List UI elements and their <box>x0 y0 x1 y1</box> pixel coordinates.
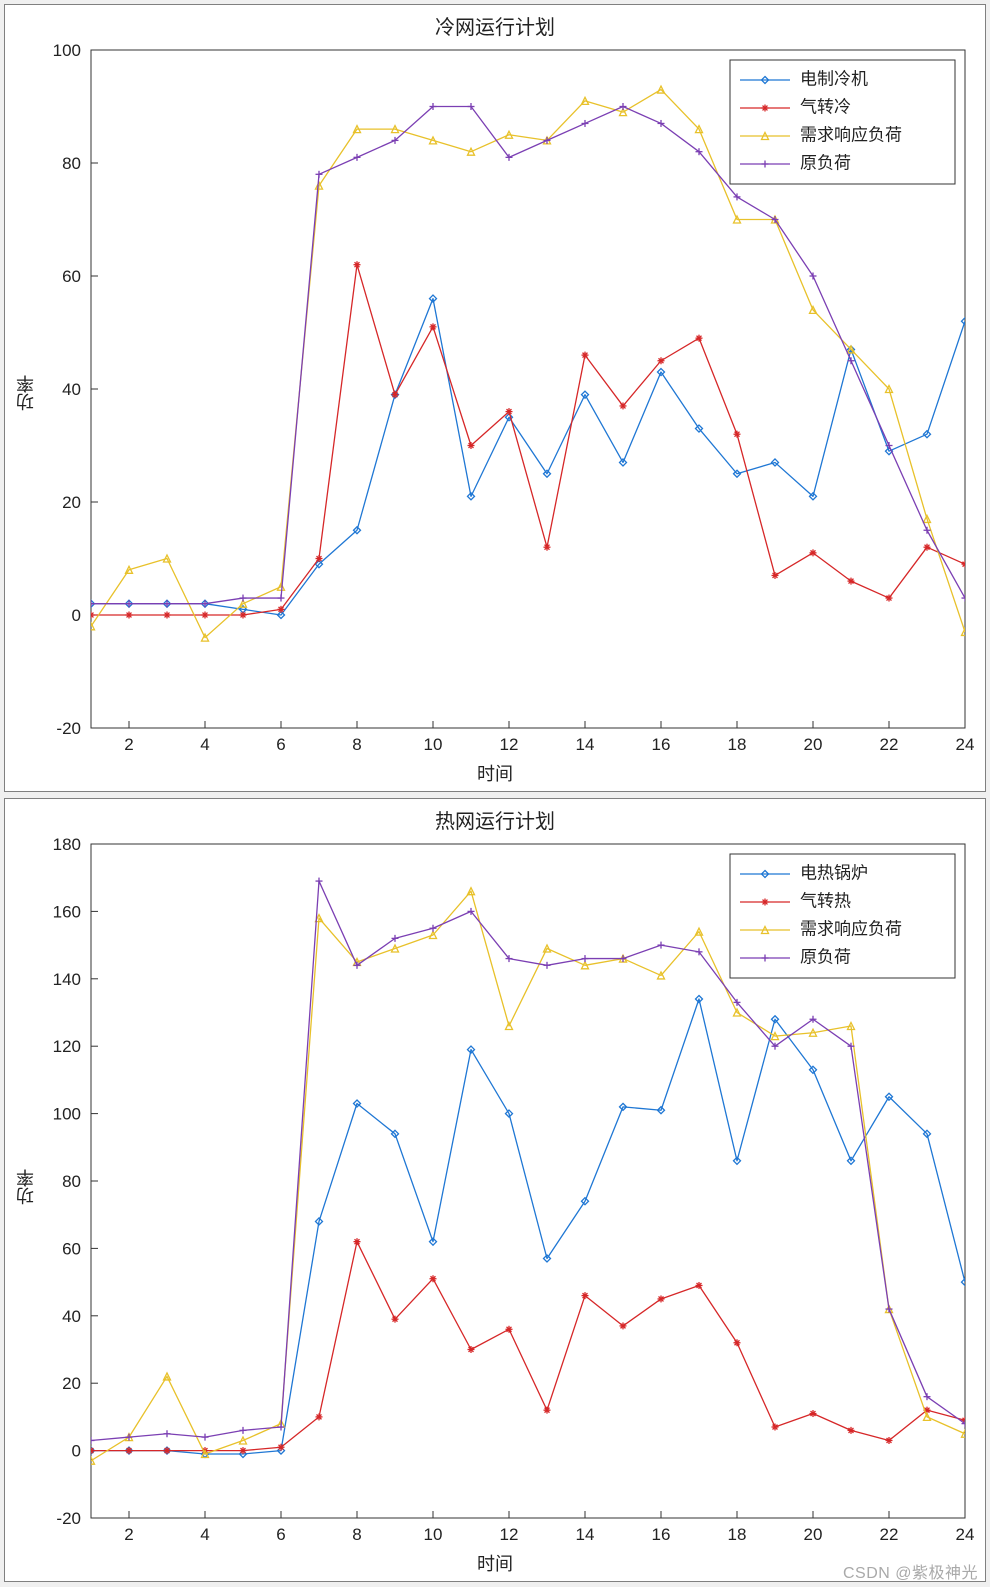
svg-text:4: 4 <box>200 1525 209 1544</box>
svg-text:10: 10 <box>424 1525 443 1544</box>
svg-text:12: 12 <box>500 735 519 754</box>
svg-text:20: 20 <box>62 1374 81 1393</box>
svg-text:14: 14 <box>576 735 595 754</box>
svg-text:24: 24 <box>956 735 975 754</box>
page-root: 冷网运行计划 功率 24681012141618202224-200204060… <box>0 0 990 1587</box>
xlabel-heat: 时间 <box>5 1550 985 1576</box>
svg-text:16: 16 <box>652 1525 671 1544</box>
legend: 电制冷机气转冷需求响应负荷原负荷 <box>730 60 955 184</box>
svg-text:24: 24 <box>956 1525 975 1544</box>
svg-text:80: 80 <box>62 154 81 173</box>
svg-text:40: 40 <box>62 380 81 399</box>
svg-text:6: 6 <box>276 1525 285 1544</box>
svg-text:16: 16 <box>652 735 671 754</box>
svg-text:160: 160 <box>53 902 81 921</box>
svg-text:18: 18 <box>728 1525 747 1544</box>
svg-text:-20: -20 <box>56 719 81 738</box>
svg-text:18: 18 <box>728 735 747 754</box>
svg-text:180: 180 <box>53 835 81 854</box>
svg-text:80: 80 <box>62 1172 81 1191</box>
panel-cold: 冷网运行计划 功率 24681012141618202224-200204060… <box>4 4 986 792</box>
svg-text:60: 60 <box>62 267 81 286</box>
svg-text:0: 0 <box>72 606 81 625</box>
chart-title-heat: 热网运行计划 <box>5 799 985 834</box>
svg-text:100: 100 <box>53 1105 81 1124</box>
svg-text:22: 22 <box>880 735 899 754</box>
svg-text:8: 8 <box>352 1525 361 1544</box>
svg-text:140: 140 <box>53 970 81 989</box>
legend-label: 电制冷机 <box>800 69 868 88</box>
svg-text:12: 12 <box>500 1525 519 1544</box>
svg-text:40: 40 <box>62 1307 81 1326</box>
svg-text:0: 0 <box>72 1442 81 1461</box>
legend-label: 气转热 <box>800 891 851 910</box>
ylabel-heat: 功率 <box>13 1169 39 1205</box>
legend-label: 电热锅炉 <box>800 863 868 882</box>
legend: 电热锅炉气转热需求响应负荷原负荷 <box>730 854 955 978</box>
chart-title-cold: 冷网运行计划 <box>5 5 985 40</box>
panel-heat: 热网运行计划 功率 24681012141618202224-200204060… <box>4 798 986 1582</box>
xlabel-cold: 时间 <box>5 760 985 786</box>
chart-svg-cold: 24681012141618202224-20020406080100电制冷机气… <box>5 40 985 760</box>
ylabel-cold: 功率 <box>13 375 39 411</box>
chart-svg-heat: 24681012141618202224-2002040608010012014… <box>5 834 985 1550</box>
svg-text:20: 20 <box>804 735 823 754</box>
svg-text:20: 20 <box>804 1525 823 1544</box>
legend-label: 需求响应负荷 <box>800 919 902 938</box>
svg-text:2: 2 <box>124 1525 133 1544</box>
legend-label: 需求响应负荷 <box>800 125 902 144</box>
svg-text:22: 22 <box>880 1525 899 1544</box>
svg-text:20: 20 <box>62 493 81 512</box>
svg-text:10: 10 <box>424 735 443 754</box>
svg-text:4: 4 <box>200 735 209 754</box>
svg-text:60: 60 <box>62 1239 81 1258</box>
svg-text:100: 100 <box>53 41 81 60</box>
svg-text:8: 8 <box>352 735 361 754</box>
svg-text:6: 6 <box>276 735 285 754</box>
legend-label: 原负荷 <box>800 153 851 172</box>
svg-text:-20: -20 <box>56 1509 81 1528</box>
svg-text:120: 120 <box>53 1037 81 1056</box>
svg-text:2: 2 <box>124 735 133 754</box>
svg-text:14: 14 <box>576 1525 595 1544</box>
legend-label: 气转冷 <box>800 97 851 116</box>
legend-label: 原负荷 <box>800 947 851 966</box>
